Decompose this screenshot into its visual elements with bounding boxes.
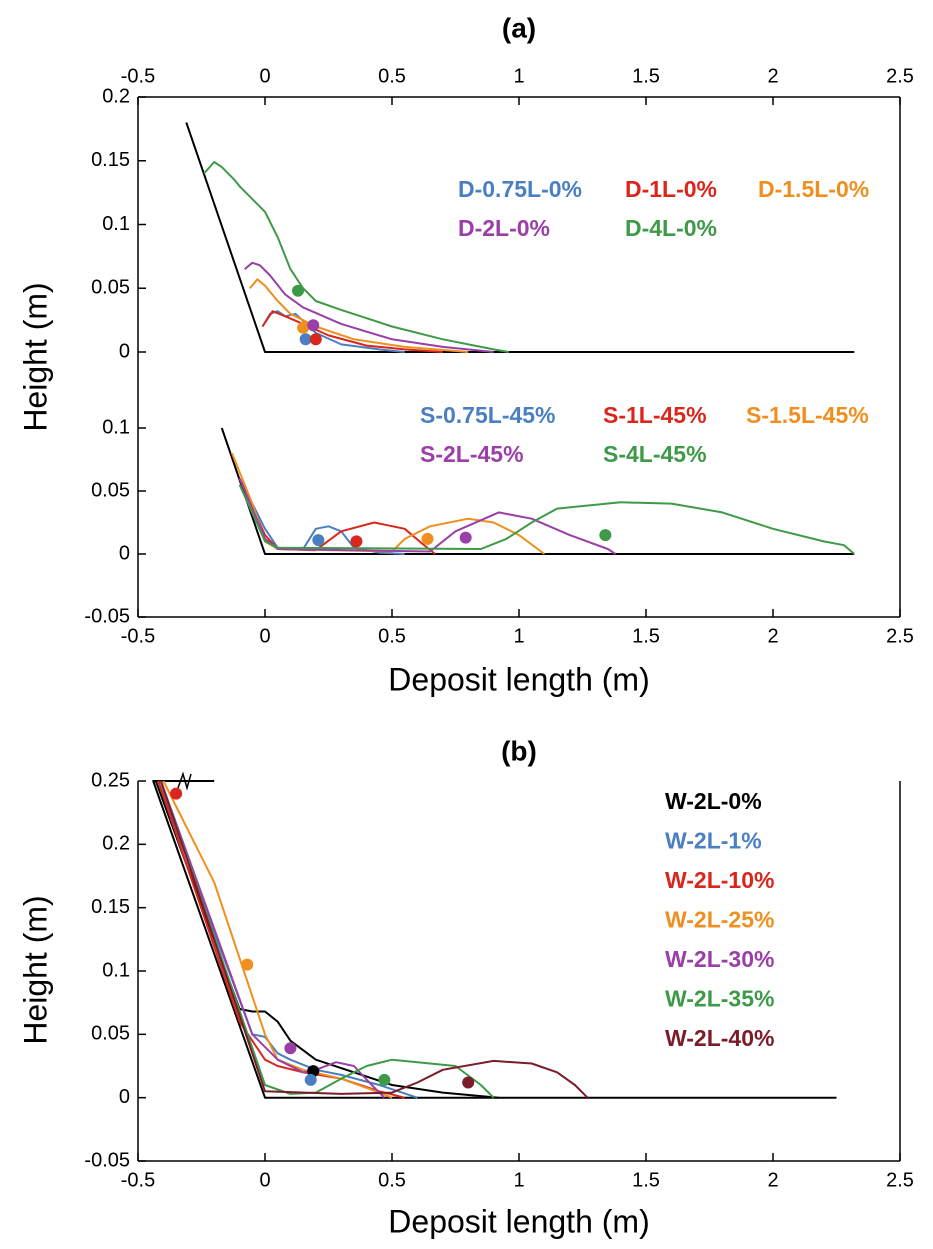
x-tick-label: 2.5: [886, 625, 914, 647]
legend-label: W-2L-0%: [665, 788, 762, 814]
y-tick-label: 0.25: [91, 769, 130, 791]
x-tick-label: -0.5: [121, 1169, 155, 1191]
centroid-marker: [421, 532, 434, 545]
y-tick-label: 0.05: [91, 277, 130, 299]
y-tick-label: 0.1: [102, 213, 130, 235]
x-tick-label: 1.5: [632, 65, 660, 87]
centroid-marker: [462, 1076, 475, 1089]
y-tick-label: 0.15: [91, 149, 130, 171]
y-tick-label: 0.1: [102, 959, 130, 981]
y-axis-title: Height (m): [17, 895, 53, 1044]
centroid-marker: [307, 319, 320, 332]
legend-label: W-2L-35%: [665, 986, 774, 1012]
centroid-marker: [297, 321, 310, 334]
centroid-marker: [312, 534, 325, 547]
legend-label: W-2L-40%: [665, 1025, 774, 1051]
y-tick-label: 0.2: [102, 85, 130, 107]
profile-line: [159, 780, 589, 1099]
legend-label: S-0.75L-45%: [420, 402, 556, 428]
profile-line: [231, 452, 545, 555]
x-tick-label: 1.5: [632, 625, 660, 647]
legend-label: D-2L-0%: [458, 215, 550, 241]
centroid-marker: [599, 529, 612, 542]
centroid-marker: [170, 787, 183, 800]
profile-line: [157, 780, 418, 1099]
centroid-marker: [459, 531, 472, 544]
panel-title: (b): [501, 735, 537, 766]
x-tick-label: 0: [259, 1169, 270, 1191]
y-tick-label: 0.2: [102, 833, 130, 855]
legend-label: D-4L-0%: [625, 215, 717, 241]
profile-line: [203, 161, 509, 353]
x-tick-label: 1: [513, 1169, 524, 1191]
centroid-marker: [284, 1042, 297, 1055]
y-tick-label: 0: [119, 1086, 130, 1108]
centroid-marker: [304, 1073, 317, 1086]
y-axis-title: Height (m): [17, 282, 53, 431]
legend-label: D-1L-0%: [625, 176, 717, 202]
legend-label: S-2L-45%: [420, 441, 524, 467]
profile-line: [162, 780, 393, 1099]
y-tick-label: 0: [119, 542, 130, 564]
x-tick-label: 2.5: [886, 1169, 914, 1191]
ground-profile: [152, 780, 837, 1099]
x-axis-title: Deposit length (m): [388, 661, 649, 697]
ground-profile: [220, 427, 855, 555]
legend-label: W-2L-1%: [665, 828, 762, 854]
x-tick-label: 0.5: [378, 1169, 406, 1191]
y-tick-label: 0.15: [91, 896, 130, 918]
x-tick-label: -0.5: [121, 625, 155, 647]
legend-label: S-4L-45%: [603, 441, 707, 467]
x-axis-title: Deposit length (m): [388, 1203, 649, 1239]
x-tick-label: 2.5: [886, 65, 914, 87]
ground-profile: [185, 122, 855, 353]
x-tick-label: 0.5: [378, 65, 406, 87]
legend-label: W-2L-30%: [665, 946, 774, 972]
centroid-marker: [350, 535, 363, 548]
y-tick-label: 0.05: [91, 1023, 130, 1045]
x-tick-label: 0: [259, 65, 270, 87]
x-tick-label: 1: [513, 625, 524, 647]
centroid-marker: [241, 958, 254, 971]
centroid-marker: [378, 1073, 391, 1086]
centroid-marker: [292, 284, 305, 297]
x-tick-label: -0.5: [121, 65, 155, 87]
legend-label: S-1.5L-45%: [746, 402, 869, 428]
panel-title: (a): [502, 12, 536, 43]
y-tick-label: 0.05: [91, 479, 130, 501]
y-tick-label: 0: [119, 340, 130, 362]
x-tick-label: 2: [767, 65, 778, 87]
legend-label: S-1L-45%: [603, 402, 707, 428]
y-tick-label: 0.1: [102, 416, 130, 438]
y-tick-label: -0.05: [84, 1149, 130, 1171]
x-tick-label: 0: [259, 625, 270, 647]
y-tick-label: -0.05: [84, 605, 130, 627]
x-tick-label: 1.5: [632, 1169, 660, 1191]
x-tick-label: 2: [767, 1169, 778, 1191]
profile-line: [157, 780, 405, 1099]
x-tick-label: 1: [513, 65, 524, 87]
legend-label: W-2L-10%: [665, 867, 774, 893]
profile-line: [249, 278, 469, 353]
x-tick-label: 2: [767, 625, 778, 647]
profile-line: [238, 477, 436, 555]
profile-line: [244, 261, 494, 353]
profile-line: [238, 484, 855, 555]
x-tick-label: 0.5: [378, 625, 406, 647]
profile-line: [238, 477, 405, 555]
legend-label: W-2L-25%: [665, 907, 774, 933]
centroid-marker: [299, 333, 312, 346]
legend-label: D-0.75L-0%: [458, 176, 582, 202]
centroid-marker: [309, 333, 322, 346]
legend-label: D-1.5L-0%: [758, 176, 869, 202]
profile-line: [154, 780, 499, 1099]
